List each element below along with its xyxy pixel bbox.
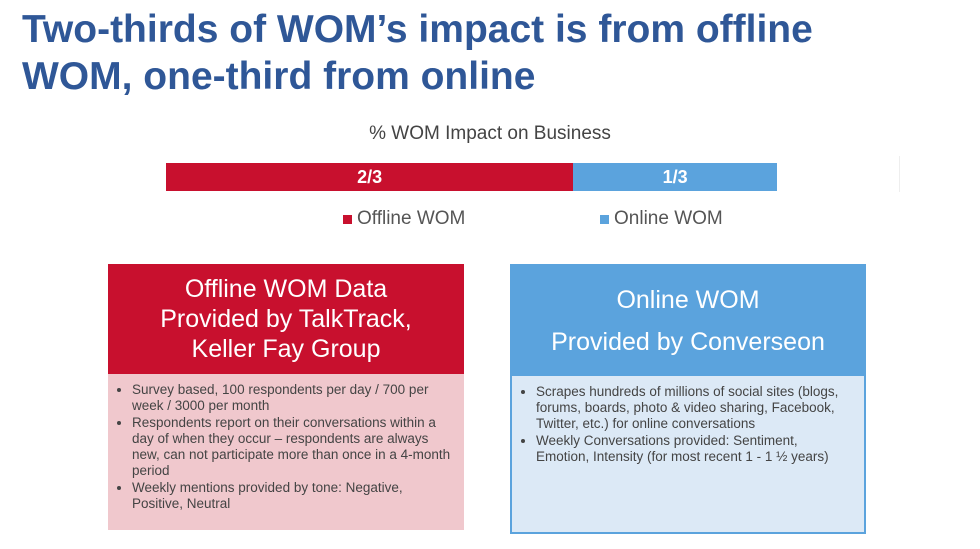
slide-title-line-1: Two-thirds of WOM’s impact is from offli… <box>22 8 813 51</box>
online-card-body: Scrapes hundreds of millions of social s… <box>512 376 864 532</box>
chart-legend: Offline WOM Online WOM <box>0 208 980 234</box>
online-bullet-2: Weekly Conversations provided: Sentiment… <box>536 433 852 465</box>
bar-segment-online-wom: 1/3 <box>573 163 777 191</box>
online-card-heading: Online WOM Provided by Converseon <box>512 266 864 376</box>
legend-label: Offline WOM <box>357 208 466 229</box>
legend-item-offline-wom: Offline WOM <box>343 208 465 230</box>
slide-title-line-2: WOM, one-third from online <box>22 55 536 98</box>
offline-bullet-1: Survey based, 100 respondents per day / … <box>132 382 452 414</box>
bar-segment-label: 2/3 <box>357 166 383 187</box>
legend-item-online-wom: Online WOM <box>600 208 723 230</box>
offline-wom-card: Offline WOM Data Provided by TalkTrack, … <box>108 264 464 530</box>
offline-heading-line-3: Keller Fay Group <box>191 335 381 363</box>
offline-bullet-2: Respondents report on their conversation… <box>132 415 452 479</box>
offline-card-body: Survey based, 100 respondents per day / … <box>108 374 464 530</box>
chart-title: % WOM Impact on Business <box>369 123 611 144</box>
chart-edge-line <box>899 156 900 192</box>
legend-swatch <box>600 214 609 224</box>
offline-heading-line-1: Offline WOM Data <box>184 275 388 303</box>
slide-title: Two-thirds of WOM’s impact is from offli… <box>22 6 972 100</box>
bar-segment-offline-wom: 2/3 <box>166 163 574 191</box>
online-wom-card: Online WOM Provided by Converseon Scrape… <box>510 264 866 534</box>
offline-bullet-3: Weekly mentions provided by tone: Negati… <box>132 480 452 512</box>
legend-swatch <box>343 214 352 224</box>
legend-label: Online WOM <box>614 208 723 229</box>
stacked-bar: 2/3 1/3 <box>166 163 777 191</box>
offline-card-heading: Offline WOM Data Provided by TalkTrack, … <box>108 264 464 374</box>
offline-heading-line-2: Provided by TalkTrack, <box>160 305 412 333</box>
online-bullet-1: Scrapes hundreds of millions of social s… <box>536 384 852 432</box>
online-heading-line-2: Provided by Converseon <box>551 328 825 356</box>
bar-segment-label: 1/3 <box>662 166 688 187</box>
online-heading-line-1: Online WOM <box>616 286 760 314</box>
